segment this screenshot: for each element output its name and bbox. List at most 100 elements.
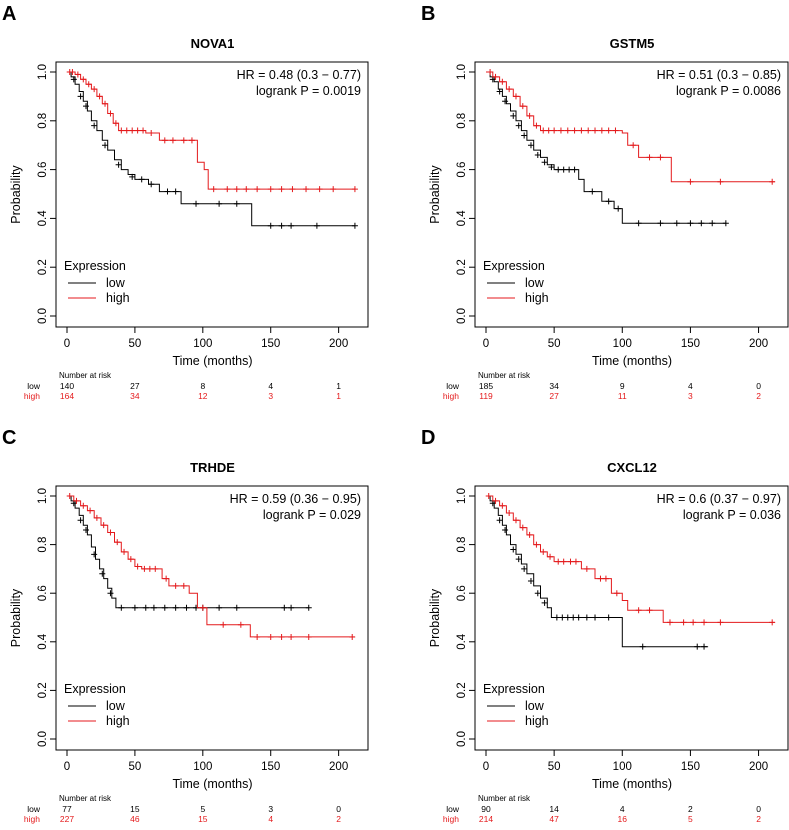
x-axis-label: Time (months) xyxy=(172,777,252,791)
risk-count-low: 0 xyxy=(756,804,761,814)
censor-mark-high xyxy=(506,510,513,517)
risk-row-label-high: high xyxy=(24,814,40,824)
censor-mark-high xyxy=(578,127,585,134)
censor-mark-high xyxy=(288,633,295,640)
censor-mark-high xyxy=(69,69,76,75)
y-tick-label: 0.6 xyxy=(456,585,468,601)
y-tick-label: 1.0 xyxy=(37,488,49,504)
censor-mark-high xyxy=(134,127,141,134)
censor-mark-low xyxy=(281,604,288,611)
censor-mark-high xyxy=(564,127,571,134)
survival-curve-high xyxy=(67,495,355,638)
censor-mark-high xyxy=(635,607,642,614)
censor-mark-low xyxy=(510,112,517,119)
censor-mark-high xyxy=(121,548,128,555)
risk-row-label-high: high xyxy=(443,391,459,401)
censor-mark-high xyxy=(152,565,159,572)
survival-curve-low xyxy=(486,495,709,648)
censor-mark-high xyxy=(487,69,494,75)
censor-mark-low xyxy=(288,222,295,229)
censor-mark-high xyxy=(769,619,776,626)
x-tick-label: 150 xyxy=(261,761,280,773)
risk-count-low: 27 xyxy=(130,381,140,391)
y-tick-label: 1.0 xyxy=(456,488,468,504)
censor-mark-high xyxy=(330,186,337,193)
censor-mark-low xyxy=(351,222,358,229)
legend-title: Expression xyxy=(64,682,126,696)
censor-mark-high xyxy=(630,142,637,149)
legend-label-high: high xyxy=(106,714,130,728)
risk-count-high: 3 xyxy=(688,391,693,401)
x-tick-label: 0 xyxy=(64,761,70,773)
censor-mark-low xyxy=(571,166,578,173)
censor-mark-high xyxy=(180,137,187,144)
censor-mark-high xyxy=(567,558,574,565)
censor-mark-high xyxy=(85,81,92,88)
censor-mark-high xyxy=(519,524,526,531)
risk-count-low: 14 xyxy=(549,804,559,814)
censor-mark-high xyxy=(220,621,227,628)
x-tick-label: 100 xyxy=(193,338,212,350)
x-tick-label: 200 xyxy=(749,761,768,773)
y-tick-label: 0.2 xyxy=(456,682,468,698)
risk-count-high: 3 xyxy=(268,391,273,401)
censor-mark-high xyxy=(80,502,87,509)
risk-count-low: 4 xyxy=(688,381,693,391)
chart-title: CXCL12 xyxy=(607,460,657,475)
censor-mark-high xyxy=(141,565,148,572)
censor-mark-high xyxy=(512,517,519,524)
legend-label-low: low xyxy=(106,276,126,290)
censor-mark-high xyxy=(492,73,499,80)
censor-mark-high xyxy=(316,186,323,193)
censor-mark-high xyxy=(602,575,609,582)
censor-mark-high xyxy=(267,633,274,640)
risk-count-low: 140 xyxy=(60,381,74,391)
plot-frame xyxy=(55,61,369,328)
censor-mark-high xyxy=(87,507,94,514)
censor-mark-high xyxy=(492,497,499,504)
censor-mark-low xyxy=(164,188,171,195)
censor-mark-high xyxy=(545,127,552,134)
censor-mark-high xyxy=(74,71,81,78)
legend-title: Expression xyxy=(483,259,545,273)
censor-mark-low xyxy=(553,614,560,621)
censor-mark-low xyxy=(541,599,548,606)
censor-mark-low xyxy=(559,614,566,621)
censor-mark-high xyxy=(666,619,673,626)
censor-mark-low xyxy=(515,122,522,129)
censor-mark-high xyxy=(592,127,599,134)
censor-mark-high xyxy=(769,178,776,185)
risk-count-low: 185 xyxy=(479,381,493,391)
risk-count-low: 3 xyxy=(268,804,273,814)
censor-mark-high xyxy=(499,502,506,509)
censor-mark-high xyxy=(210,186,217,193)
censor-mark-high xyxy=(303,186,310,193)
censor-mark-low xyxy=(527,578,534,585)
y-tick-label: 0.4 xyxy=(456,633,468,650)
censor-mark-low xyxy=(698,220,705,227)
censor-mark-high xyxy=(657,154,664,161)
censor-mark-high xyxy=(254,633,261,640)
censor-mark-low xyxy=(148,181,155,188)
risk-count-high: 2 xyxy=(756,814,761,824)
panel-label: B xyxy=(421,3,435,25)
censor-mark-high xyxy=(146,565,153,572)
censor-mark-high xyxy=(180,582,187,589)
risk-count-high: 214 xyxy=(479,814,493,824)
censor-mark-high xyxy=(169,137,176,144)
censor-mark-low xyxy=(216,604,223,611)
risk-row-label-low: low xyxy=(27,804,41,814)
panel-label: D xyxy=(421,427,435,449)
risk-count-low: 1 xyxy=(336,381,341,391)
risk-row-label-low: low xyxy=(446,804,460,814)
chart-title: GSTM5 xyxy=(610,36,655,51)
risk-count-low: 77 xyxy=(62,804,72,814)
censor-mark-low xyxy=(566,166,573,173)
legend-label-high: high xyxy=(525,291,549,305)
censor-mark-high xyxy=(80,76,87,83)
panel-b: B GSTM5 0.0 0.2 0.4 0.6 0.8 1.0 0 50 100 150 200 Time… xyxy=(421,3,789,401)
censor-mark-high xyxy=(680,619,687,626)
censor-mark-high xyxy=(533,122,540,129)
censor-mark-high xyxy=(701,619,708,626)
